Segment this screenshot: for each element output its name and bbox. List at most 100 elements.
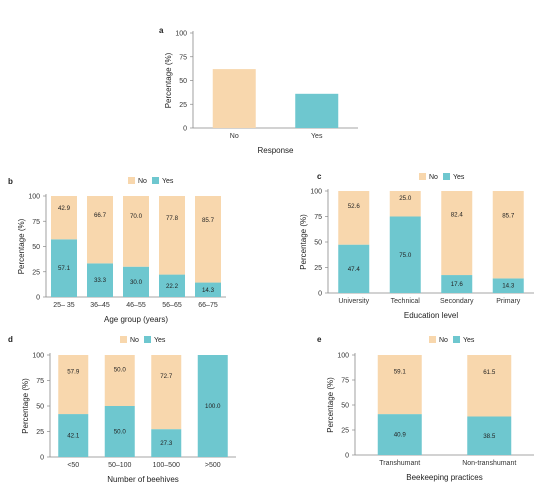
legend: No Yes bbox=[419, 173, 465, 181]
y-axis-title: Percentage (%) bbox=[299, 214, 308, 270]
x-tick-label: Secondary bbox=[440, 298, 474, 305]
panel-a: a 0 25 50 75 100 Percentage (%) No Yes Response bbox=[159, 26, 358, 155]
x-tick-label: 25– 35 bbox=[53, 302, 75, 309]
x-tick-label: University bbox=[338, 298, 369, 305]
y-tick-label: 25 bbox=[314, 265, 322, 272]
legend-label-no: No bbox=[439, 337, 448, 344]
no-value-label: 72.7 bbox=[160, 373, 173, 380]
y-tick-label: 75 bbox=[341, 378, 349, 385]
x-tick-label: Non-transhumant bbox=[462, 460, 516, 467]
yes-value-label: 50.0 bbox=[114, 429, 127, 436]
x-tick-label: Transhumant bbox=[379, 460, 420, 467]
no-value-label: 82.4 bbox=[451, 212, 464, 219]
bar-yes-segment bbox=[58, 414, 89, 457]
y-tick-label: 0 bbox=[345, 453, 349, 460]
x-axis-title: Number of beehives bbox=[107, 475, 179, 484]
yes-value-label: 14.3 bbox=[202, 287, 215, 294]
bar-no-segment bbox=[195, 196, 221, 283]
bar-yes-segment bbox=[492, 278, 524, 293]
bar-yes-segment bbox=[441, 275, 473, 293]
legend-swatch-no bbox=[120, 336, 127, 343]
no-value-label: 52.6 bbox=[348, 203, 361, 210]
bar-no-segment bbox=[51, 196, 77, 240]
panel-e: e 0 25 50 75 100 Percentage (%) Transhumant 40.9… bbox=[317, 335, 534, 482]
y-tick-label: 100 bbox=[337, 353, 349, 360]
x-tick-label: 50–100 bbox=[108, 462, 131, 469]
bar-yes-segment bbox=[377, 414, 422, 455]
panel-label: a bbox=[159, 26, 164, 35]
legend-swatch-no bbox=[419, 173, 426, 180]
y-tick-label: 25 bbox=[179, 102, 187, 109]
x-tick-label: Technical bbox=[391, 298, 421, 305]
y-tick-label: 50 bbox=[341, 403, 349, 410]
bar-yes-segment bbox=[389, 216, 421, 293]
legend-label-no: No bbox=[130, 337, 139, 344]
y-tick-label: 50 bbox=[314, 240, 322, 247]
yes-value-label: 40.9 bbox=[394, 432, 407, 439]
legend-label-no: No bbox=[138, 178, 147, 185]
no-value-label: 42.9 bbox=[58, 205, 71, 212]
no-value-label: 25.0 bbox=[399, 195, 412, 202]
bar-yes-segment bbox=[159, 274, 185, 297]
bar-yes-segment bbox=[151, 429, 182, 457]
y-axis-title: Percentage (%) bbox=[326, 377, 335, 433]
bar-no-segment bbox=[159, 196, 185, 275]
y-tick-label: 25 bbox=[32, 269, 40, 276]
legend-swatch-no bbox=[429, 336, 436, 343]
y-tick-label: 0 bbox=[318, 291, 322, 298]
y-tick-label: 100 bbox=[175, 31, 187, 38]
bar-yes-segment bbox=[195, 282, 221, 297]
bar-no-segment bbox=[441, 191, 473, 276]
x-tick-label: 100–500 bbox=[153, 462, 180, 469]
y-axis-title: Percentage (%) bbox=[164, 52, 173, 108]
no-value-label: 85.7 bbox=[202, 217, 215, 224]
y-tick-label: 0 bbox=[183, 126, 187, 133]
bar-yes-segment bbox=[467, 416, 512, 455]
bar-no-segment bbox=[87, 196, 113, 264]
panel-label: e bbox=[317, 335, 322, 344]
y-tick-label: 25 bbox=[341, 428, 349, 435]
y-tick-label: 50 bbox=[179, 78, 187, 85]
bar-no-segment bbox=[104, 355, 135, 406]
legend-swatch-yes bbox=[443, 173, 450, 180]
bar-no-segment bbox=[467, 355, 512, 417]
y-tick-label: 75 bbox=[179, 54, 187, 61]
legend-label-yes: Yes bbox=[154, 337, 166, 344]
x-axis-title: Age group (years) bbox=[104, 315, 168, 324]
bar-no-segment bbox=[492, 191, 524, 279]
yes-value-label: 47.4 bbox=[348, 266, 361, 273]
y-axis-title: Percentage (%) bbox=[21, 378, 30, 434]
x-tick-label: 36–45 bbox=[90, 302, 110, 309]
y-tick-label: 25 bbox=[36, 429, 44, 436]
legend-swatch-no bbox=[128, 177, 135, 184]
panel-c: c 0 25 50 75 100 Percentage (%) University 47.4 5… bbox=[299, 172, 534, 320]
yes-value-label: 22.2 bbox=[166, 283, 179, 290]
yes-value-label: 30.0 bbox=[130, 279, 143, 286]
x-tick-label: No bbox=[230, 133, 239, 140]
panel-d: d 0 25 50 75 100 Percentage (%) <50 42.1 57.9 50–1… bbox=[8, 335, 236, 484]
bar-no-segment bbox=[377, 355, 422, 415]
bar-yes-segment bbox=[123, 266, 149, 297]
y-tick-label: 50 bbox=[36, 404, 44, 411]
yes-value-label: 17.6 bbox=[451, 281, 464, 288]
legend-label-no: No bbox=[429, 174, 438, 181]
bar-no-segment bbox=[389, 191, 421, 217]
bar-yes-segment bbox=[87, 263, 113, 297]
panel-b: b 0 25 50 75 100 Percentage (%) 25– 35 57.1 42.9 3… bbox=[8, 177, 226, 324]
bar-yes-segment bbox=[197, 355, 228, 457]
y-tick-label: 50 bbox=[32, 244, 40, 251]
bar-no-segment bbox=[151, 355, 182, 430]
legend-label-yes: Yes bbox=[162, 178, 174, 185]
no-value-label: 77.8 bbox=[166, 215, 179, 222]
x-tick-label: 66–75 bbox=[198, 302, 218, 309]
bar-yes-segment bbox=[338, 244, 370, 293]
bar-no-segment bbox=[338, 191, 370, 245]
bar-yes-segment bbox=[104, 406, 135, 457]
x-tick-label: 46–55 bbox=[126, 302, 146, 309]
bar-no-segment bbox=[58, 355, 89, 415]
no-value-label: 66.7 bbox=[94, 212, 107, 219]
x-axis-title: Beekeeping practices bbox=[406, 473, 483, 482]
x-tick-label: Yes bbox=[311, 133, 323, 140]
y-tick-label: 100 bbox=[32, 353, 44, 360]
